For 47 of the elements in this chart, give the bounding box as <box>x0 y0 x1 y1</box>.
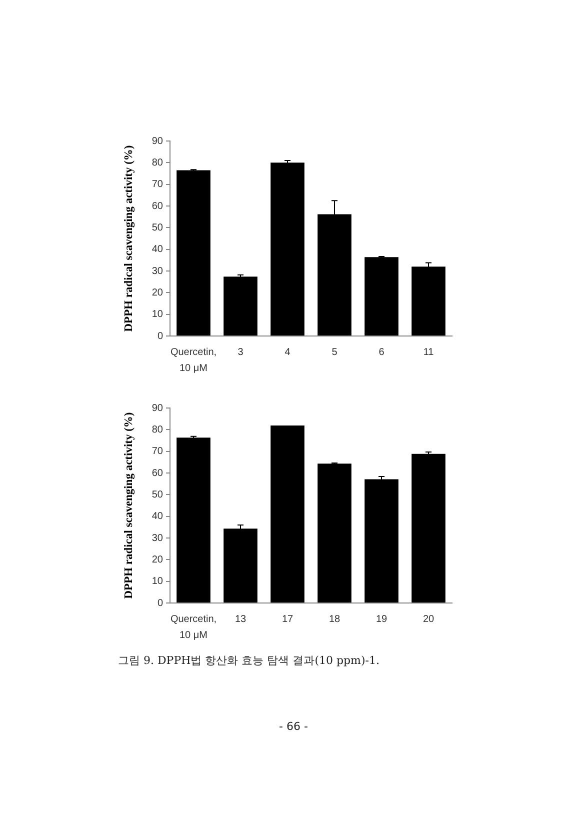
y-tick-label: 90 <box>152 402 164 414</box>
y-tick-label: 30 <box>152 266 164 277</box>
bar <box>364 257 398 336</box>
y-tick-label: 40 <box>152 511 164 522</box>
y-tick-label: 70 <box>152 179 164 190</box>
bar <box>364 479 398 602</box>
bar <box>270 426 304 602</box>
y-tick-label: 0 <box>157 330 164 342</box>
bar <box>318 464 352 602</box>
bar <box>224 276 258 336</box>
bar <box>224 528 258 602</box>
bar <box>176 438 210 602</box>
x-tick-label: 4 <box>284 346 291 358</box>
y-tick-label: 60 <box>152 468 164 479</box>
y-tick-label: 80 <box>152 424 164 436</box>
x-tick-label: 5 <box>332 346 338 358</box>
y-tick-label: 50 <box>152 222 164 234</box>
x-tick-label: 20 <box>422 614 434 625</box>
bar <box>412 454 446 602</box>
y-tick-label: 90 <box>152 136 164 147</box>
caption: 그림 9. DPPH법 항산화 효능 탐색 결과(10 ppm)-1. <box>118 653 380 668</box>
y-tick-label: 20 <box>152 287 164 298</box>
y-tick-label: 0 <box>157 598 164 609</box>
x-tick-label: Quercetin, 10 μM <box>170 346 217 374</box>
y-tick-label: 80 <box>152 157 164 168</box>
x-tick-label: 17 <box>282 614 294 625</box>
x-tick-label: 11 <box>423 346 434 358</box>
y-tick-label: 10 <box>152 576 164 588</box>
x-tick-label: 19 <box>376 614 388 625</box>
bar <box>412 266 446 336</box>
y-tick-label: 60 <box>152 200 164 212</box>
bar <box>176 170 210 336</box>
x-tick-label: 13 <box>234 614 246 625</box>
y-axis-title: DPPH radical scavenging activity (%) <box>122 145 135 332</box>
y-tick-label: 20 <box>152 554 164 566</box>
y-tick-label: 40 <box>152 244 164 256</box>
bar <box>270 162 304 336</box>
text: - 66 - <box>278 720 309 733</box>
x-tick-label: 18 <box>328 614 340 625</box>
y-tick-label: 50 <box>152 489 164 500</box>
y-tick-label: 10 <box>152 309 164 320</box>
x-tick-label: 6 <box>378 346 385 358</box>
y-tick-label: 30 <box>152 532 164 544</box>
x-tick-label: 3 <box>238 346 244 358</box>
y-tick-label: 70 <box>152 446 164 458</box>
y-axis-title: DPPH radical scavenging activity (%) <box>122 412 135 599</box>
x-tick-label: Quercetin, 10 μM <box>170 614 217 641</box>
